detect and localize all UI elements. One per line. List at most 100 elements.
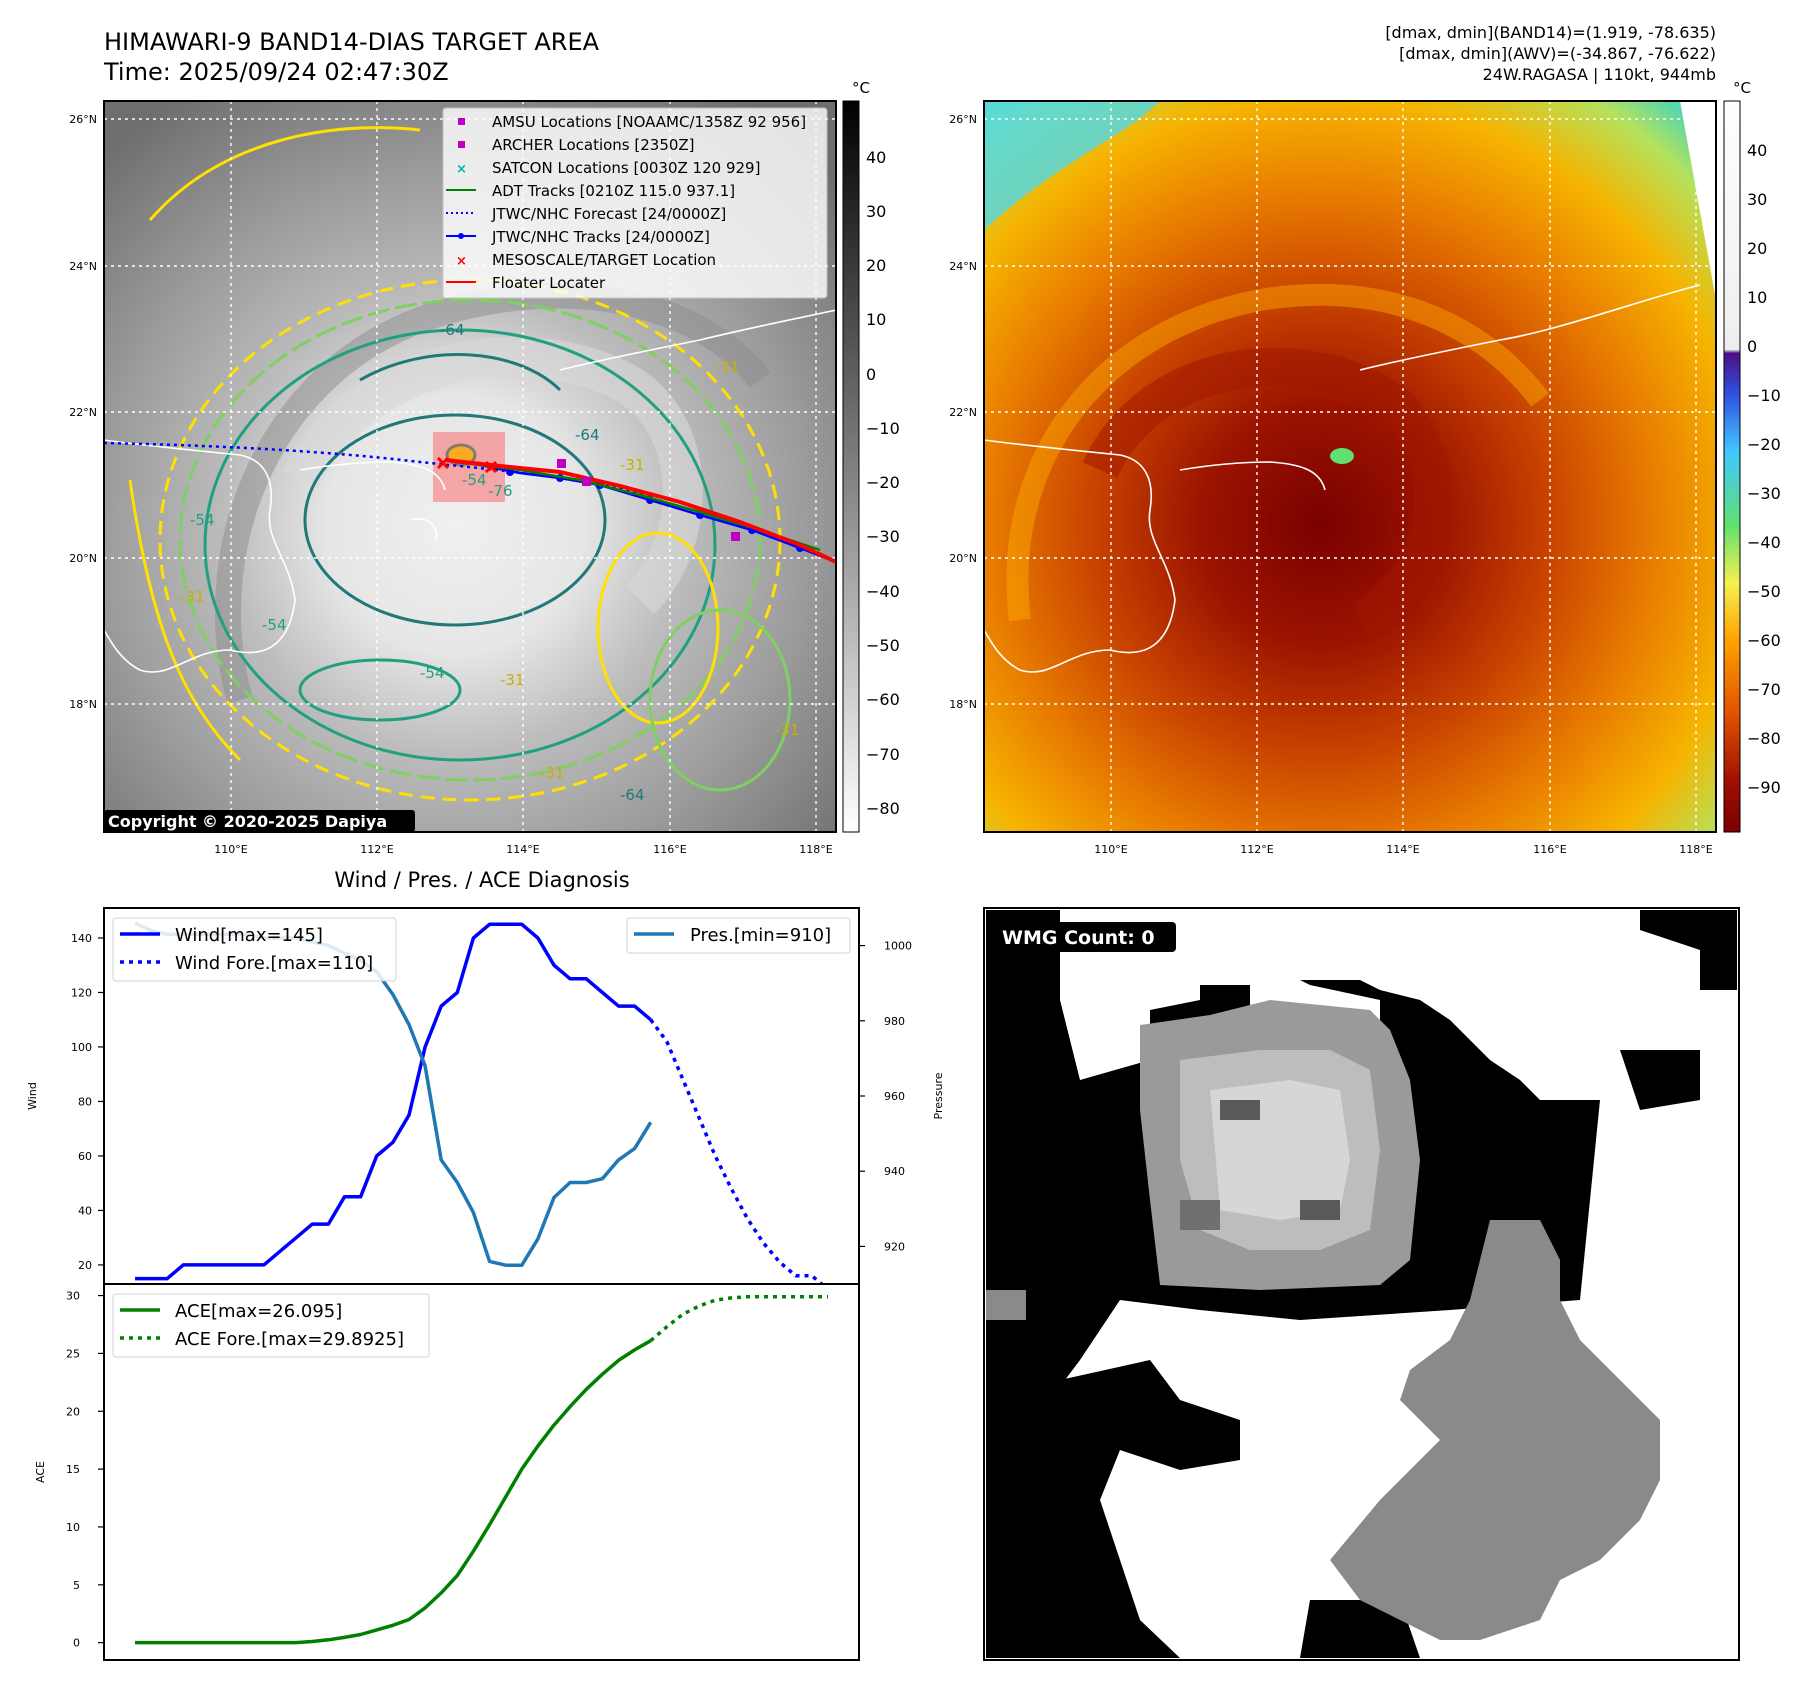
awv-coastline bbox=[984, 284, 1701, 673]
wind-legend: Wind[max=145] Wind Fore.[max=110] bbox=[112, 917, 397, 982]
contour-label: -76 bbox=[488, 482, 513, 500]
colorbar-tick: 20 bbox=[866, 256, 886, 275]
pressure-tick-label: 960 bbox=[884, 1090, 905, 1103]
wind-tick-label: 80 bbox=[78, 1095, 92, 1108]
wind-line bbox=[135, 922, 652, 1281]
contour-label: -31 bbox=[180, 588, 205, 606]
figure-title-line1: HIMAWARI-9 BAND14-DIAS TARGET AREA bbox=[104, 28, 600, 56]
colorbar-tick: −50 bbox=[866, 636, 900, 655]
contour-label: -54 bbox=[262, 616, 287, 634]
diagnosis-title: Wind / Pres. / ACE Diagnosis bbox=[334, 868, 629, 892]
ir-map-panel: -64 -54 -31 -31 -31 -54 -31 -31 -54 -76 … bbox=[69, 79, 900, 856]
lat-label: 26°N bbox=[949, 113, 977, 126]
contour-label: -31 bbox=[775, 721, 800, 739]
lon-label: 110°E bbox=[1094, 843, 1127, 856]
colorbar-tick: −20 bbox=[866, 473, 900, 492]
contour-label: -54 bbox=[190, 511, 215, 529]
ace-tick-label: 25 bbox=[66, 1347, 80, 1360]
wind-tick-label: 20 bbox=[78, 1259, 92, 1272]
colorbar-tick: −30 bbox=[1747, 484, 1781, 503]
ace-y-ticks: 0 5 10 15 20 25 30 bbox=[66, 1290, 104, 1650]
colorbar-tick: −40 bbox=[866, 582, 900, 601]
legend-label-forecast: JTWC/NHC Forecast [24/0000Z] bbox=[491, 205, 726, 223]
awv-map-panel: 26°N 24°N 22°N 20°N 18°N 110°E 112°E 114… bbox=[949, 79, 1781, 856]
colorbar-tick: −90 bbox=[1747, 778, 1781, 797]
colorbar-tick: 20 bbox=[1747, 239, 1767, 258]
lon-label: 118°E bbox=[1679, 843, 1712, 856]
colorbar-tick: −50 bbox=[1747, 582, 1781, 601]
colorbar-tick: 30 bbox=[866, 202, 886, 221]
contour-label: -64 bbox=[440, 321, 465, 339]
wmg-panel: WMG Count: 0 bbox=[983, 907, 1740, 1661]
pressure-legend: Pres.[min=910] bbox=[626, 917, 851, 954]
colorbar-gradient bbox=[842, 100, 860, 833]
lat-label: 18°N bbox=[69, 698, 97, 711]
pressure-tick-label: 920 bbox=[884, 1240, 905, 1253]
tracks-legend-dot bbox=[458, 233, 464, 239]
target-markers bbox=[436, 456, 498, 474]
legend-label-amsu: AMSU Locations [NOAAMC/1358Z 92 956] bbox=[492, 113, 806, 131]
lat-label: 24°N bbox=[949, 260, 977, 273]
pressure-tick-label: 940 bbox=[884, 1165, 905, 1178]
ir-lon-labels: 110°E 112°E 114°E 116°E 118°E bbox=[214, 843, 832, 856]
colorbar-tick: −80 bbox=[866, 799, 900, 818]
pressure-legend-box bbox=[626, 917, 851, 954]
colorbar-tick: −10 bbox=[866, 419, 900, 438]
wind-tick-label: 60 bbox=[78, 1150, 92, 1163]
ir-legend: AMSU Locations [NOAAMC/1358Z 92 956] ARC… bbox=[442, 107, 828, 299]
wind-y-ticks: 20 40 60 80 100 120 140 bbox=[71, 932, 104, 1272]
copyright-text: Copyright © 2020-2025 Dapiya bbox=[108, 812, 387, 831]
lon-label: 110°E bbox=[214, 843, 247, 856]
awv-panel-frame bbox=[983, 100, 1717, 833]
colorbar-tick: 30 bbox=[1747, 190, 1767, 209]
wmg-core bbox=[1140, 1000, 1420, 1290]
wind-fore-legend-label: Wind Fore.[max=110] bbox=[175, 953, 373, 974]
ace-tick-label: 5 bbox=[73, 1579, 80, 1592]
contour-label: -31 bbox=[540, 764, 565, 782]
satcon-legend-marker: × bbox=[456, 162, 467, 177]
awv-cyan-region bbox=[984, 101, 1160, 230]
wind-forecast-line bbox=[649, 1018, 830, 1291]
wind-axis-label: Wind bbox=[26, 1082, 39, 1110]
ir-cloud-bands bbox=[215, 282, 771, 704]
contour-label: -64 bbox=[575, 426, 600, 444]
wmg-label-box bbox=[994, 922, 1176, 952]
wind-legend-label: Wind[max=145] bbox=[175, 925, 323, 946]
colorbar-tick: −60 bbox=[1747, 631, 1781, 650]
contour-label: -54 bbox=[420, 664, 445, 682]
target-legend-marker: × bbox=[456, 254, 467, 269]
wind-pressure-chart: Wind / Pres. / ACE Diagnosis Wind Pressu… bbox=[26, 868, 945, 1291]
lon-label: 112°E bbox=[1240, 843, 1273, 856]
lat-label: 18°N bbox=[949, 698, 977, 711]
lon-label: 114°E bbox=[506, 843, 539, 856]
lon-label: 114°E bbox=[1386, 843, 1419, 856]
amsu-legend-marker bbox=[458, 118, 465, 125]
wind-tick-label: 120 bbox=[71, 986, 92, 999]
wmg-gray-region bbox=[986, 1220, 1660, 1640]
colorbar-tick: −70 bbox=[866, 745, 900, 764]
colorbar-tick: −80 bbox=[1747, 729, 1781, 748]
colorbar-unit: °C bbox=[1733, 79, 1751, 97]
ace-tick-label: 30 bbox=[66, 1290, 80, 1303]
legend-label-archer: ARCHER Locations [2350Z] bbox=[492, 136, 695, 154]
colorbar-tick: −30 bbox=[866, 527, 900, 546]
contour-label: -31 bbox=[500, 671, 525, 689]
pressure-tick-label: 980 bbox=[884, 1015, 905, 1028]
ace-fore-legend-label: ACE Fore.[max=29.8925] bbox=[175, 1329, 404, 1350]
lon-label: 112°E bbox=[360, 843, 393, 856]
lon-label: 118°E bbox=[799, 843, 832, 856]
ace-legend: ACE[max=26.095] ACE Fore.[max=29.8925] bbox=[112, 1293, 430, 1358]
ace-legend-box bbox=[112, 1293, 430, 1358]
legend-label-satcon: SATCON Locations [0030Z 120 929] bbox=[492, 159, 760, 177]
contour-label: -54 bbox=[462, 471, 487, 489]
colorbar-tick: 40 bbox=[866, 148, 886, 167]
colorbar-tick: −20 bbox=[1747, 435, 1781, 454]
lon-label: 116°E bbox=[1533, 843, 1566, 856]
ace-chart: ACE 0 5 10 15 20 25 30 ACE[max=26.095] ACE For… bbox=[34, 1283, 860, 1661]
colorbar-gradient bbox=[1723, 100, 1741, 833]
colorbar-tick: 40 bbox=[1747, 141, 1767, 160]
awv-lat-labels: 26°N 24°N 22°N 20°N 18°N bbox=[949, 113, 977, 711]
pressure-tick-label: 1000 bbox=[884, 940, 912, 953]
ace-tick-label: 20 bbox=[66, 1405, 80, 1418]
contour-label: -31 bbox=[715, 358, 740, 376]
